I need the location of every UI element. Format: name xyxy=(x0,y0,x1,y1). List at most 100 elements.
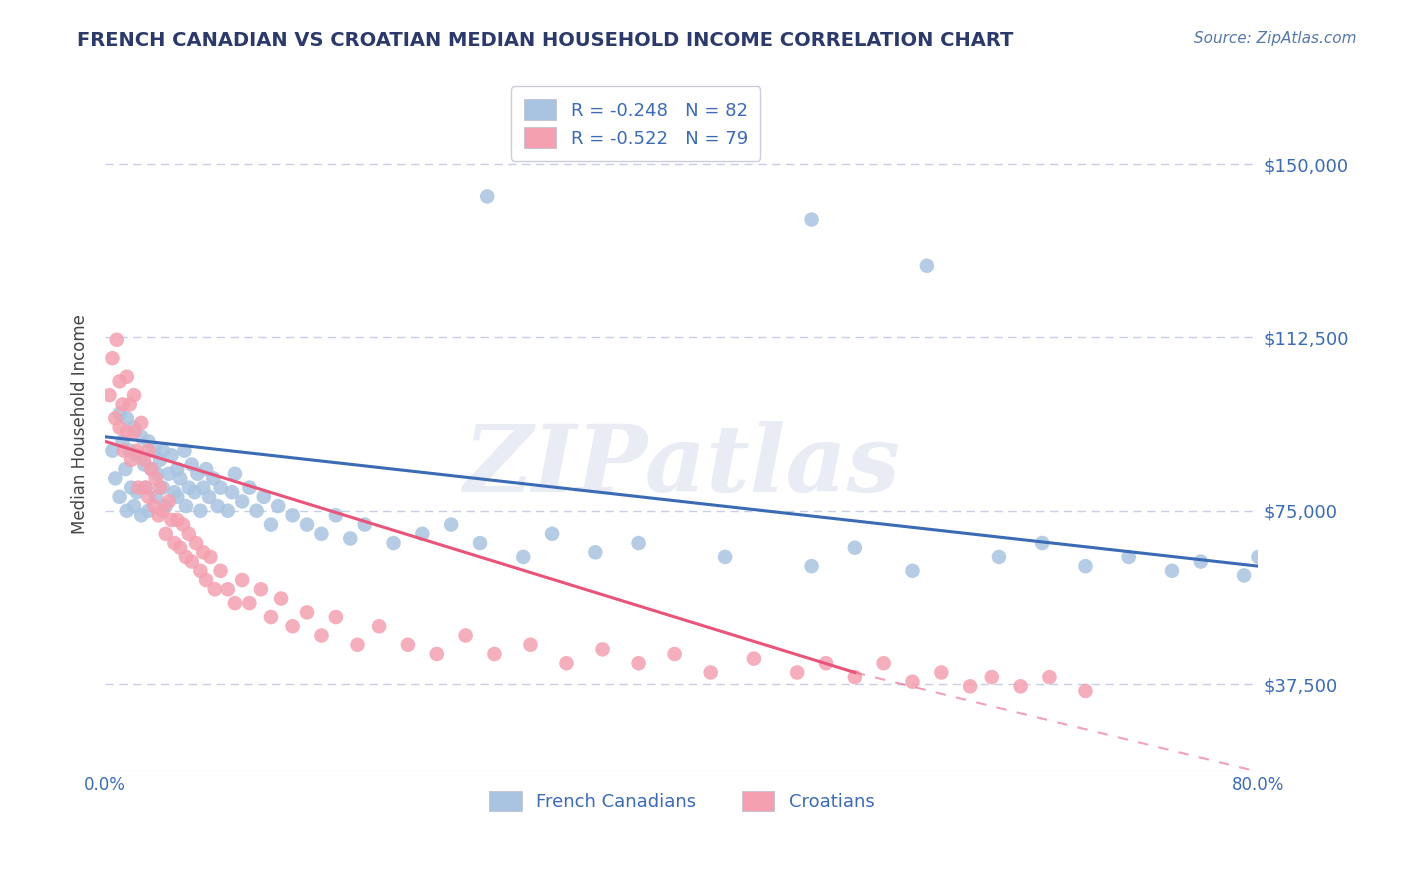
Point xyxy=(209,564,232,578)
Point xyxy=(115,369,138,384)
Point xyxy=(1074,684,1097,698)
Point xyxy=(114,462,136,476)
Point xyxy=(138,490,160,504)
Point xyxy=(180,555,202,569)
Point xyxy=(108,407,131,421)
Text: FRENCH CANADIAN VS CROATIAN MEDIAN HOUSEHOLD INCOME CORRELATION CHART: FRENCH CANADIAN VS CROATIAN MEDIAN HOUSE… xyxy=(77,31,1014,50)
Point xyxy=(134,458,156,472)
Point xyxy=(224,596,246,610)
Point xyxy=(193,545,215,559)
Point xyxy=(157,467,180,481)
Text: Source: ZipAtlas.com: Source: ZipAtlas.com xyxy=(1194,31,1357,46)
Point xyxy=(200,549,222,564)
Point xyxy=(108,490,131,504)
Point xyxy=(101,443,124,458)
Point xyxy=(368,619,391,633)
Point xyxy=(118,397,141,411)
Point xyxy=(160,448,183,462)
Point xyxy=(183,485,205,500)
Point xyxy=(177,526,200,541)
Point xyxy=(202,471,225,485)
Point xyxy=(325,610,347,624)
Point xyxy=(468,536,491,550)
Point xyxy=(1118,549,1140,564)
Point xyxy=(190,504,212,518)
Point xyxy=(122,420,145,434)
Point xyxy=(152,443,174,458)
Point xyxy=(148,508,170,523)
Point xyxy=(555,657,578,671)
Point xyxy=(245,504,267,518)
Point xyxy=(152,504,174,518)
Point xyxy=(141,462,163,476)
Point xyxy=(127,481,149,495)
Point xyxy=(172,517,194,532)
Point xyxy=(901,564,924,578)
Point xyxy=(844,670,866,684)
Point xyxy=(980,670,1002,684)
Point xyxy=(281,508,304,523)
Point xyxy=(157,494,180,508)
Point xyxy=(135,481,157,495)
Point xyxy=(959,679,981,693)
Point xyxy=(155,526,177,541)
Point xyxy=(714,549,737,564)
Point xyxy=(160,513,183,527)
Point xyxy=(477,189,499,203)
Point xyxy=(224,467,246,481)
Point xyxy=(129,416,152,430)
Point xyxy=(145,471,167,485)
Point xyxy=(260,610,283,624)
Point xyxy=(104,471,127,485)
Point xyxy=(209,481,232,495)
Point xyxy=(145,490,167,504)
Point xyxy=(155,499,177,513)
Point xyxy=(125,448,148,462)
Point xyxy=(295,517,318,532)
Point xyxy=(339,532,361,546)
Point xyxy=(814,657,837,671)
Point xyxy=(98,388,121,402)
Point xyxy=(742,651,765,665)
Point xyxy=(169,541,191,555)
Point xyxy=(138,434,160,449)
Point xyxy=(231,494,253,508)
Point xyxy=(125,443,148,458)
Point xyxy=(260,517,283,532)
Point xyxy=(108,374,131,388)
Point xyxy=(138,443,160,458)
Text: ZIPatlas: ZIPatlas xyxy=(464,421,900,510)
Point xyxy=(166,462,188,476)
Point xyxy=(1038,670,1060,684)
Point xyxy=(915,259,938,273)
Point xyxy=(238,596,260,610)
Point xyxy=(143,499,166,513)
Point xyxy=(115,425,138,439)
Point xyxy=(195,573,218,587)
Point xyxy=(1010,679,1032,693)
Point xyxy=(129,430,152,444)
Point xyxy=(135,481,157,495)
Point xyxy=(454,628,477,642)
Point xyxy=(929,665,952,680)
Point xyxy=(125,485,148,500)
Point xyxy=(699,665,721,680)
Point xyxy=(901,674,924,689)
Point xyxy=(1247,549,1270,564)
Point xyxy=(111,397,134,411)
Point xyxy=(186,467,208,481)
Point xyxy=(149,481,172,495)
Point xyxy=(174,549,197,564)
Point xyxy=(844,541,866,555)
Point xyxy=(800,212,823,227)
Point xyxy=(382,536,405,550)
Point xyxy=(193,481,215,495)
Point xyxy=(120,481,142,495)
Point xyxy=(519,638,541,652)
Point xyxy=(583,545,606,559)
Point xyxy=(1233,568,1256,582)
Point xyxy=(1074,559,1097,574)
Point xyxy=(800,559,823,574)
Point xyxy=(166,513,188,527)
Point xyxy=(325,508,347,523)
